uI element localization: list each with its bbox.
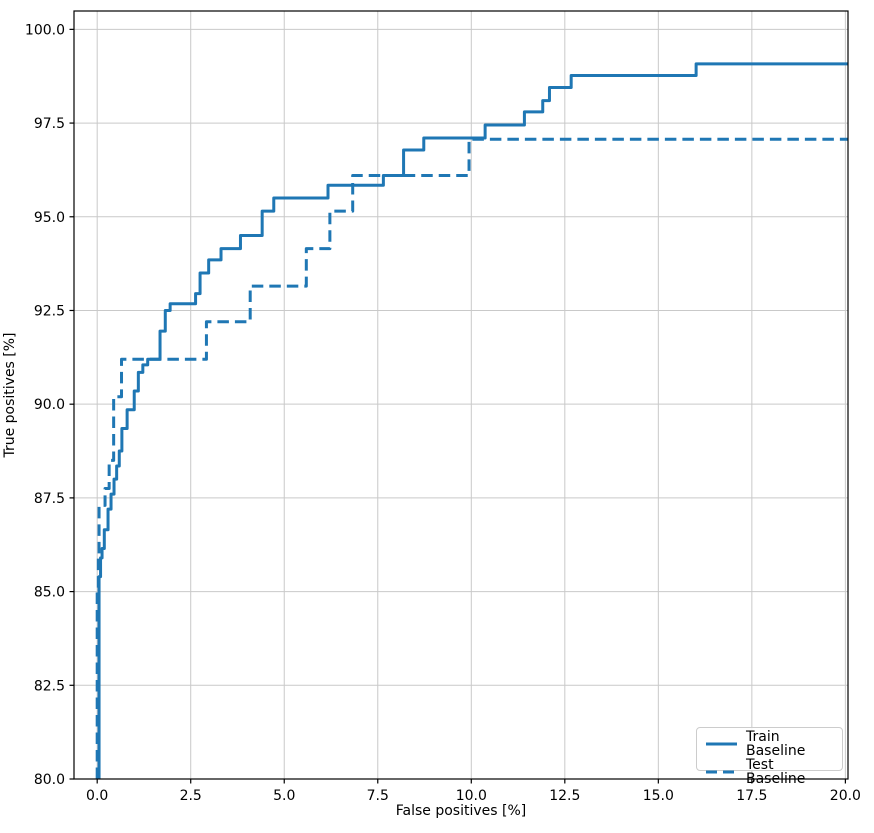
x-tick-label: 17.5 (736, 788, 767, 804)
series-line-train-baseline (97, 62, 848, 779)
axes-spines (73, 10, 849, 780)
legend-item-test: Test Baseline (705, 758, 836, 786)
legend-item-train: Train Baseline (705, 730, 836, 758)
y-tick-label: 95.0 (34, 210, 65, 226)
test-line-swatch (706, 770, 737, 774)
y-tick-label: 80.0 (34, 772, 65, 788)
legend-label-train: Train Baseline (746, 729, 806, 759)
x-tick-label: 12.5 (549, 788, 580, 804)
x-tick-label: 15.0 (643, 788, 674, 804)
x-tick-label: 0.0 (86, 788, 108, 804)
y-tick-label: 87.5 (34, 491, 65, 507)
axis-ticks (69, 28, 846, 784)
y-tick-label: 82.5 (34, 678, 65, 694)
y-tick-label: 97.5 (34, 116, 65, 132)
x-tick-label: 5.0 (273, 788, 295, 804)
legend: Train Baseline Test Baseline (696, 727, 843, 786)
train-line-swatch (706, 742, 737, 746)
y-tick-label: 85.0 (34, 585, 65, 601)
legend-label-test: Test Baseline (746, 757, 806, 787)
x-axis-label: False positives [%] (395, 803, 527, 819)
x-tick-label: 10.0 (456, 788, 487, 804)
y-tick-label: 92.5 (34, 303, 65, 319)
y-tick-label: 100.0 (25, 22, 65, 38)
plot-background (74, 11, 848, 779)
tick-labels: 0.0 2.5 5.0 7.5 10.0 12.5 15.0 17.5 20.0 80.0 82.5… (25, 22, 861, 804)
series-line-test-baseline (95, 137, 848, 779)
x-tick-label: 2.5 (180, 788, 202, 804)
x-tick-label: 7.5 (367, 788, 389, 804)
y-axis-label: True positives [%] (2, 332, 18, 458)
x-tick-label: 20.0 (830, 788, 861, 804)
y-tick-label: 90.0 (34, 397, 65, 413)
